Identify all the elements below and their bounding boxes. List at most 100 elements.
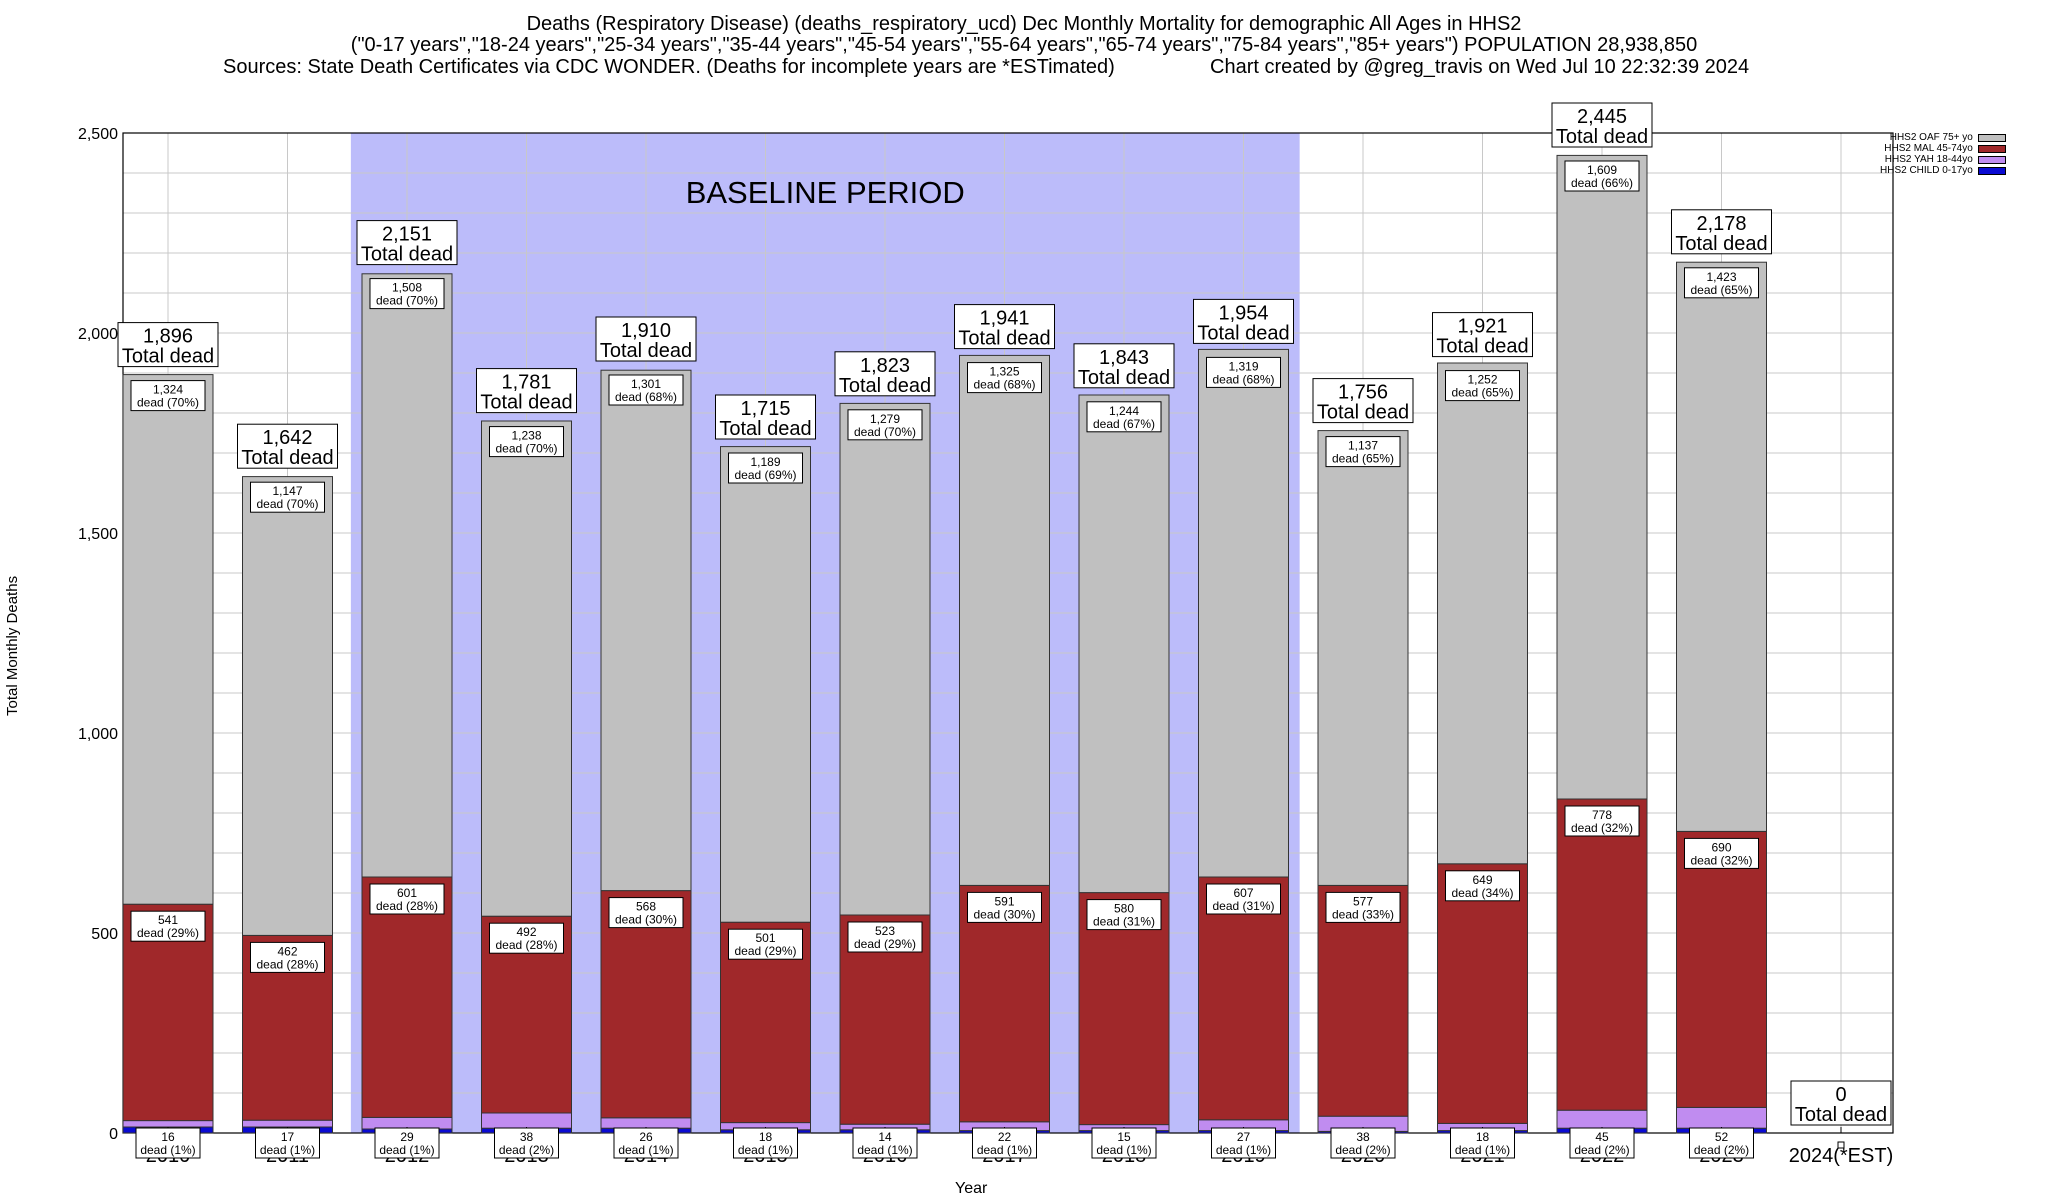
- bar-segment: [600, 369, 692, 892]
- mal-label-box: [1086, 899, 1162, 931]
- mal-label-percent: dead (28%): [256, 957, 318, 971]
- legend-swatch: [1977, 166, 2006, 175]
- yah-label-percent: dead (1%): [618, 1143, 673, 1157]
- bar-segment: [481, 420, 572, 917]
- yah-label-box: [613, 1127, 679, 1159]
- bar-segment: [600, 890, 692, 1119]
- total-label-value: 2,445: [1577, 106, 1627, 128]
- yah-label-value: 27: [1237, 1130, 1251, 1144]
- mal-label-value: 568: [636, 900, 656, 914]
- total-label-value: 0: [1835, 1084, 1846, 1106]
- bar-segment: [1437, 863, 1528, 1124]
- bar-segment: [1317, 430, 1409, 886]
- oaf-label-percent: dead (70%): [495, 442, 557, 456]
- mal-label-value: 607: [1233, 886, 1253, 900]
- baseline-period-label: BASELINE PERIOD: [686, 175, 965, 210]
- oaf-label-box: [369, 278, 445, 310]
- mal-label-box: [728, 928, 803, 960]
- total-label-box: [1312, 378, 1414, 424]
- oaf-label-percent: dead (70%): [256, 497, 318, 511]
- yah-label-percent: dead (1%): [1455, 1143, 1510, 1157]
- bar-segment: [361, 273, 453, 878]
- legend-swatch: [1977, 133, 2006, 142]
- oaf-label-percent: dead (70%): [854, 425, 916, 439]
- total-label-box: [954, 304, 1055, 350]
- oaf-label-percent: dead (70%): [137, 396, 199, 410]
- total-label-suffix: Total dead: [1675, 233, 1767, 255]
- oaf-label-value: 1,324: [153, 383, 183, 397]
- legend-label: HHS2 OAF 75+ yo: [1889, 132, 1973, 143]
- y-tick-label: 1,000: [78, 726, 118, 743]
- mal-label-value: 690: [1711, 840, 1731, 854]
- yah-label-percent: dead (2%): [499, 1143, 554, 1157]
- total-label-box: [1432, 312, 1533, 358]
- empty-bar-marker: [1837, 1141, 1845, 1149]
- oaf-label-box: [1564, 160, 1640, 192]
- yah-label-value: 22: [998, 1130, 1012, 1144]
- total-label-value: 1,715: [740, 398, 790, 420]
- mal-label-box: [1445, 870, 1520, 902]
- mal-label-box: [489, 922, 564, 954]
- chart-sources: Sources: State Death Certificates via CD…: [223, 56, 1115, 78]
- total-label-value: 1,941: [979, 308, 1029, 330]
- oaf-label-percent: dead (67%): [1093, 417, 1155, 431]
- mal-label-value: 541: [158, 913, 178, 927]
- total-label-box: [356, 220, 458, 266]
- oaf-label-value: 1,279: [870, 412, 900, 426]
- legend: HHS2 OAF 75+ yo HHS2 MAL 45-74yo HHS2 YAH …: [1880, 132, 2006, 176]
- mal-label-value: 649: [1472, 873, 1492, 887]
- total-label-value: 1,642: [262, 427, 312, 449]
- bar-segment: [1676, 1106, 1767, 1129]
- mal-label-box: [847, 921, 923, 953]
- total-label-value: 1,823: [860, 355, 910, 377]
- yah-label-value: 45: [1595, 1130, 1609, 1144]
- yah-label-percent: dead (2%): [1694, 1143, 1749, 1157]
- total-label-box: [1790, 1080, 1892, 1126]
- legend-swatch: [1977, 155, 2006, 164]
- bar-segment: [122, 1120, 214, 1128]
- yah-label-value: 26: [639, 1130, 653, 1144]
- bar-segment: [1437, 362, 1528, 865]
- bar-segment: [122, 374, 214, 905]
- total-label-value: 1,756: [1338, 382, 1388, 404]
- mal-label-percent: dead (29%): [734, 944, 796, 958]
- mal-label-percent: dead (29%): [854, 937, 916, 951]
- mal-label-percent: dead (34%): [1451, 886, 1513, 900]
- yah-label-box: [135, 1127, 201, 1159]
- yah-label-value: 18: [759, 1130, 773, 1144]
- total-label-box: [1551, 102, 1653, 148]
- oaf-label-box: [847, 409, 923, 441]
- bar-segment: [481, 1112, 572, 1129]
- chart-credit: Chart created by @greg_travis on Wed Jul…: [1210, 56, 1750, 78]
- total-label-value: 1,843: [1099, 347, 1149, 369]
- yah-label-box: [255, 1127, 320, 1159]
- oaf-label-box: [1325, 436, 1401, 468]
- mal-label-percent: dead (31%): [1093, 915, 1155, 929]
- yah-label-percent: dead (1%): [1096, 1143, 1151, 1157]
- x-axis-label: Year: [955, 1180, 988, 1197]
- oaf-label-percent: dead (70%): [376, 294, 438, 308]
- mal-label-value: 591: [994, 894, 1014, 908]
- mal-label-value: 580: [1114, 902, 1134, 916]
- legend-item: HHS2 YAH 18-44yo: [1880, 154, 2006, 165]
- yah-label-value: 16: [161, 1130, 175, 1144]
- total-label-box: [715, 394, 816, 440]
- total-label-suffix: Total dead: [1197, 322, 1289, 344]
- total-label-value: 1,910: [621, 320, 671, 342]
- mal-label-value: 462: [277, 944, 297, 958]
- y-tick-label: 2,500: [78, 126, 118, 143]
- yah-label-box: [1689, 1127, 1754, 1159]
- mal-label-box: [130, 910, 206, 942]
- mal-label-box: [1325, 891, 1401, 923]
- yah-label-percent: dead (1%): [977, 1143, 1032, 1157]
- bar-segment: [1676, 830, 1767, 1108]
- yah-label-box: [1211, 1127, 1276, 1159]
- mal-label-value: 501: [755, 931, 775, 945]
- legend-label: HHS2 YAH 18-44yo: [1884, 154, 1973, 165]
- mal-label-percent: dead (28%): [495, 938, 557, 952]
- yah-label-box: [494, 1127, 559, 1159]
- yah-label-percent: dead (1%): [379, 1143, 434, 1157]
- total-label-suffix: Total dead: [1436, 336, 1528, 358]
- total-label-value: 2,178: [1696, 213, 1746, 235]
